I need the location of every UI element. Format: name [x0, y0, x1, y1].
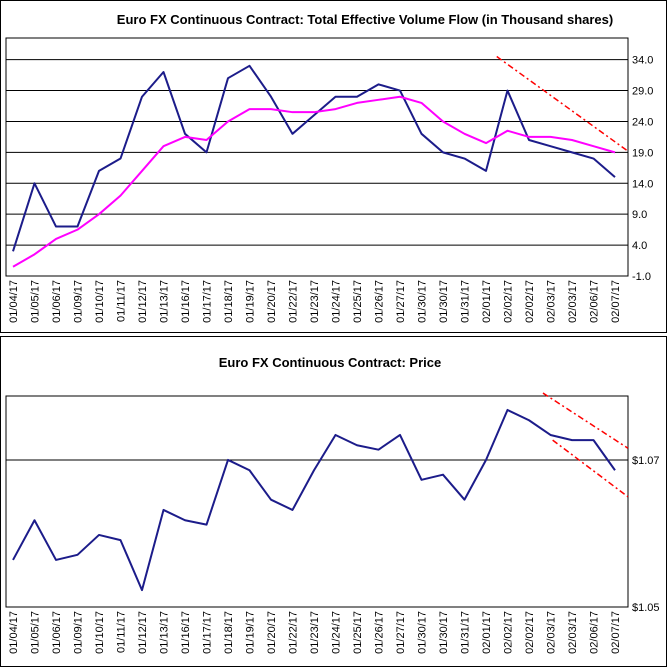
- plot-area: [5, 37, 629, 277]
- x-tick-label: 01/11/17: [116, 280, 128, 322]
- y-tick-label: 9.0: [632, 209, 647, 221]
- y-tick-label: 29.0: [632, 86, 653, 98]
- x-tick-label: 02/07/17: [610, 280, 622, 323]
- trend-line: [542, 392, 629, 449]
- x-tick-label: 01/31/17: [460, 280, 472, 323]
- x-tick-label: 01/30/17: [417, 611, 429, 654]
- x-tick-label: 02/02/17: [503, 280, 515, 323]
- trend-line: [552, 439, 629, 498]
- chart-title: Euro FX Continuous Contract: Total Effec…: [117, 12, 613, 27]
- y-tick-label: 14.0: [632, 178, 653, 190]
- x-tick-label: 02/01/17: [481, 280, 493, 323]
- x-tick-label: 01/09/17: [73, 611, 85, 654]
- x-tick-label: 02/03/17: [567, 611, 579, 654]
- x-tick-label: 01/10/17: [94, 280, 106, 323]
- x-tick-label: 01/18/17: [223, 611, 235, 654]
- x-tick-label: 01/13/17: [159, 611, 171, 654]
- x-tick-label: 01/25/17: [352, 280, 364, 323]
- x-tick-label: 02/03/17: [546, 280, 558, 323]
- y-tick-label: -1.0: [632, 271, 651, 283]
- x-tick-label: 01/23/17: [309, 280, 321, 323]
- x-tick-label: 01/30/17: [438, 611, 450, 654]
- x-tick-label: 02/07/17: [610, 611, 622, 654]
- x-tick-label: 01/31/17: [460, 611, 472, 654]
- x-tick-label: 01/23/17: [309, 611, 321, 654]
- series-line: [12, 64, 616, 252]
- trend-line: [496, 55, 629, 152]
- x-tick-label: 01/27/17: [395, 611, 407, 654]
- x-tick-label: 01/26/17: [374, 280, 386, 323]
- x-tick-label: 01/26/17: [374, 611, 386, 654]
- x-tick-label: 02/06/17: [589, 280, 601, 323]
- series-line: [12, 408, 616, 592]
- x-tick-label: 02/06/17: [589, 611, 601, 654]
- chart-title: Euro FX Continuous Contract: Price: [219, 355, 441, 370]
- x-tick-label: 01/19/17: [245, 280, 257, 323]
- x-tick-label: 02/02/17: [524, 280, 536, 323]
- x-tick-label: 01/18/17: [223, 280, 235, 323]
- y-tick-label: 19.0: [632, 147, 653, 159]
- y-tick-label: 4.0: [632, 240, 647, 252]
- plot-area: [5, 395, 629, 608]
- y-tick-label: 34.0: [632, 55, 653, 67]
- x-tick-label: 01/30/17: [438, 280, 450, 323]
- x-tick-label: 01/16/17: [180, 611, 192, 654]
- x-tick-label: 01/13/17: [159, 280, 171, 323]
- x-tick-label: 01/27/17: [395, 280, 407, 323]
- x-tick-label: 01/05/17: [30, 611, 42, 654]
- x-tick-label: 01/09/17: [73, 280, 85, 323]
- x-tick-label: 01/24/17: [331, 280, 343, 323]
- x-tick-label: 01/05/17: [30, 280, 42, 323]
- x-tick-label: 01/19/17: [245, 611, 257, 654]
- x-tick-label: 01/25/17: [352, 611, 364, 654]
- x-tick-label: 01/24/17: [331, 611, 343, 654]
- x-tick-label: 01/17/17: [202, 611, 214, 654]
- y-tick-label: $1.05: [632, 602, 660, 614]
- x-tick-label: 02/03/17: [567, 280, 579, 323]
- series-line: [12, 95, 616, 268]
- x-tick-label: 01/04/17: [8, 280, 20, 323]
- x-tick-label: 01/16/17: [180, 280, 192, 323]
- x-tick-label: 01/30/17: [417, 280, 429, 323]
- x-tick-label: 01/17/17: [202, 280, 214, 323]
- x-tick-label: 01/12/17: [137, 280, 149, 323]
- x-tick-label: 01/20/17: [266, 280, 278, 323]
- x-tick-label: 02/02/17: [524, 611, 536, 654]
- x-tick-label: 01/11/17: [116, 611, 128, 653]
- y-tick-label: 24.0: [632, 116, 653, 128]
- x-tick-label: 01/10/17: [94, 611, 106, 654]
- x-tick-label: 02/01/17: [481, 611, 493, 654]
- x-tick-label: 01/06/17: [51, 280, 63, 323]
- x-tick-label: 01/20/17: [266, 611, 278, 654]
- x-tick-label: 02/03/17: [546, 611, 558, 654]
- x-tick-label: 01/22/17: [288, 280, 300, 323]
- x-tick-label: 01/06/17: [51, 611, 63, 654]
- x-tick-label: 01/12/17: [137, 611, 149, 654]
- y-tick-label: $1.07: [632, 455, 660, 467]
- x-tick-label: 02/02/17: [503, 611, 515, 654]
- x-tick-label: 01/04/17: [8, 611, 20, 654]
- x-tick-label: 01/22/17: [288, 611, 300, 654]
